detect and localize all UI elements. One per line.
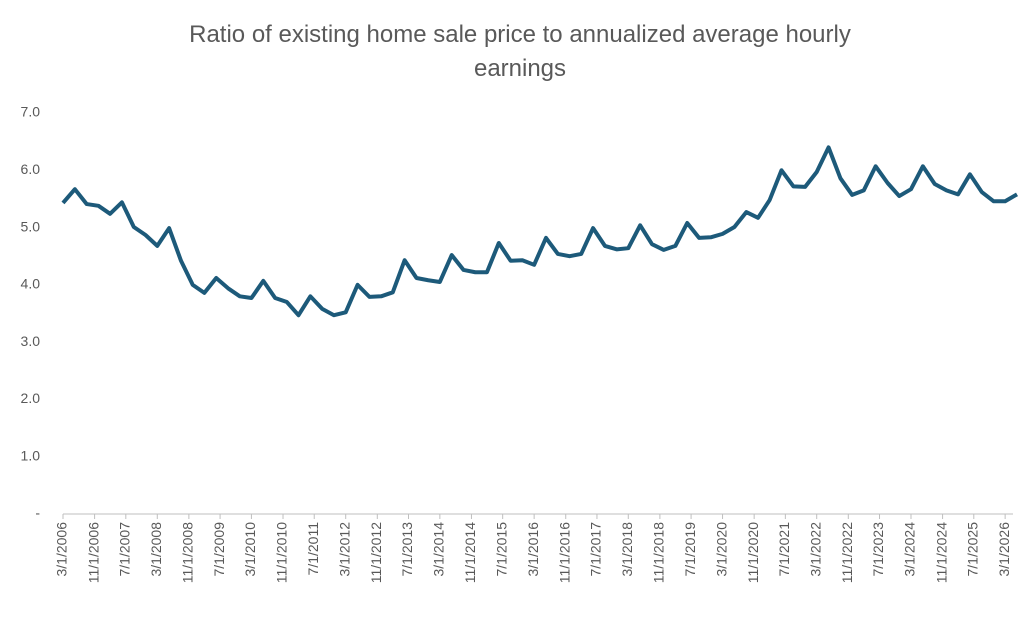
x-tick-label: 3/1/2008 — [148, 522, 164, 577]
y-tick-label: 7.0 — [21, 104, 41, 120]
x-tick-label: 3/1/2022 — [807, 522, 823, 577]
x-tick-label: 3/1/2016 — [525, 522, 541, 577]
x-tick-label: 3/1/2020 — [713, 522, 729, 577]
x-tick-label: 3/1/2018 — [619, 522, 635, 577]
x-tick-label: 7/1/2009 — [211, 522, 227, 577]
x-tick-label: 7/1/2013 — [399, 522, 415, 577]
y-tick-label: 3.0 — [21, 333, 41, 349]
x-tick-label: 3/1/2024 — [902, 522, 918, 577]
x-tick-label: 11/1/2024 — [933, 522, 949, 583]
x-tick-label: 11/1/2018 — [651, 522, 667, 583]
y-tick-label: 5.0 — [21, 218, 41, 234]
x-tick-label: 11/1/2006 — [85, 522, 101, 583]
x-tick-label: 11/1/2016 — [556, 522, 572, 583]
x-tick-label: 11/1/2008 — [180, 522, 196, 583]
y-tick-label: 2.0 — [21, 390, 41, 406]
x-tick-label: 3/1/2014 — [431, 522, 447, 577]
y-tick-label: 1.0 — [21, 447, 41, 463]
x-tick-label: 3/1/2006 — [54, 522, 70, 577]
y-tick-label: - — [35, 505, 40, 521]
x-tick-label: 7/1/2017 — [588, 522, 604, 577]
x-tick-label: 7/1/2025 — [964, 522, 980, 577]
y-tick-label: 6.0 — [21, 161, 41, 177]
data-line — [61, 145, 1019, 318]
x-tick-label: 7/1/2011 — [305, 522, 321, 576]
x-tick-label: 11/1/2010 — [274, 522, 290, 583]
y-tick-label: 4.0 — [21, 276, 41, 292]
x-tick-label: 7/1/2015 — [493, 522, 509, 577]
x-tick-label: 3/1/2010 — [242, 522, 258, 577]
x-tick-label: 7/1/2007 — [117, 522, 133, 577]
x-tick-label: 11/1/2020 — [745, 522, 761, 583]
x-tick-label: 11/1/2022 — [839, 522, 855, 583]
chart-title: Ratio of existing home sale price to ann… — [189, 21, 851, 82]
x-tick-label: 11/1/2012 — [368, 522, 384, 583]
x-tick-label: 3/1/2012 — [336, 522, 352, 577]
x-tick-label: 7/1/2021 — [776, 522, 792, 577]
x-tick-label: 11/1/2014 — [462, 522, 478, 583]
x-tick-label: 7/1/2023 — [870, 522, 886, 577]
x-tick-label: 3/1/2026 — [996, 522, 1012, 577]
x-tick-label: 7/1/2019 — [682, 522, 698, 577]
